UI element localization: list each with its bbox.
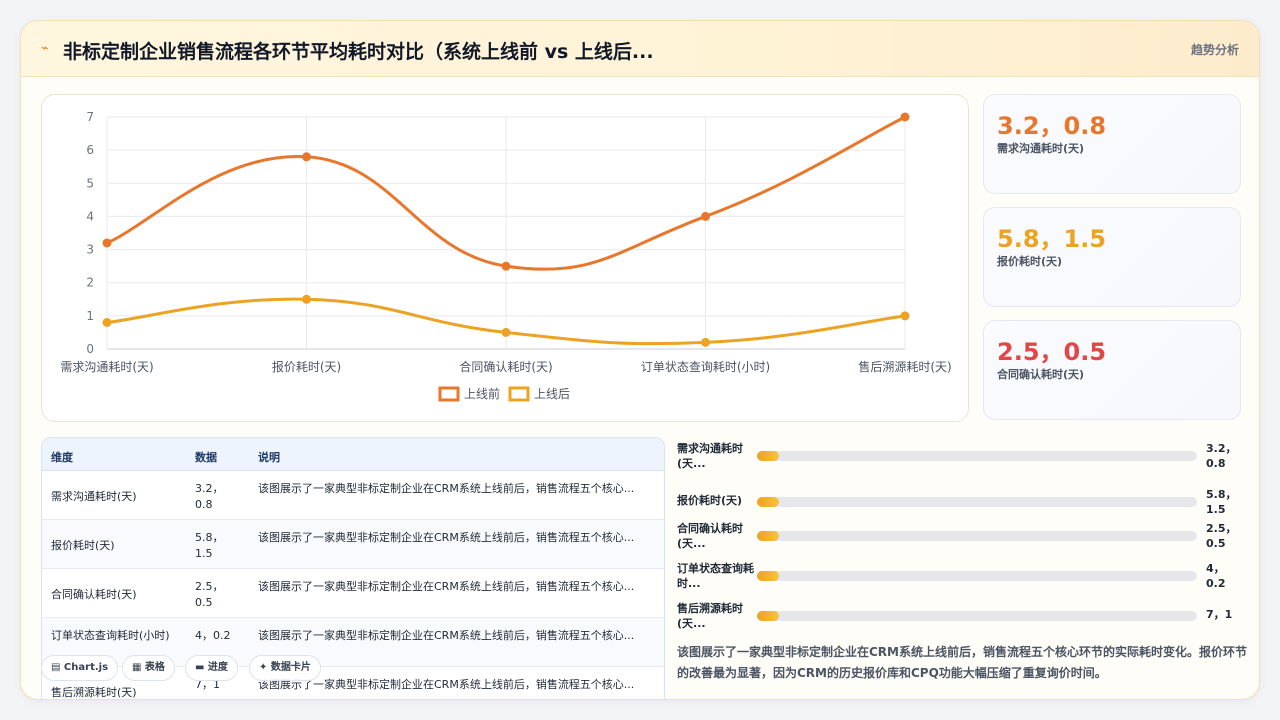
y-tick-label: 2	[86, 276, 94, 290]
kpi-value: 3.2，0.8	[997, 112, 1107, 140]
progress-fill	[757, 451, 779, 461]
column-header-data: 数据	[195, 451, 217, 464]
data-point	[701, 337, 710, 347]
y-tick-label: 0	[86, 342, 94, 356]
kpi-card-1: 3.2，0.8 需求沟通耗时(天)	[983, 94, 1241, 194]
progress-list: 需求沟通耗时(天... 3.2，0.8 报价耗时(天) 5.8，1.5 合同确认…	[675, 437, 1241, 657]
tab-table[interactable]: ▦ 表格	[122, 655, 175, 681]
data-point	[302, 152, 311, 162]
x-tick-label: 售后溯源耗时(天)	[858, 359, 951, 374]
cell-data: 4，0.2	[195, 629, 231, 642]
progress-item: 需求沟通耗时(天... 3.2，0.8	[675, 441, 1241, 477]
line-chart-panel: 0 1 2 3 4 5 6 7 需求沟通耗时(天) 报价耗时(天) 合同确认耗时(天) 订单状态查询耗…	[41, 94, 969, 422]
cell-data: 2.5，0.5	[195, 580, 224, 609]
progress-item: 报价耗时(天) 5.8，1.5	[675, 487, 1241, 523]
table-row: 合同确认耗时(天) 2.5，0.5 该图展示了一家典型非标定制企业在CRM系统上…	[42, 569, 664, 618]
trend-analysis-button[interactable]: 趋势分析	[1190, 43, 1239, 57]
y-tick-label: 6	[86, 143, 94, 157]
y-tick-label: 7	[86, 110, 94, 124]
table-header: 维度 数据 说明	[42, 438, 664, 471]
data-point	[501, 327, 511, 337]
x-tick-label: 需求沟通耗时(天)	[60, 360, 153, 374]
cell-description: 该图展示了一家典型非标定制企业在CRM系统上线前后，销售流程五个核心...	[258, 629, 635, 642]
page-title: 非标定制企业销售流程各环节平均耗时对比（系统上线前 vs 上线后...	[63, 41, 654, 63]
kpi-card-2: 5.8，1.5 报价耗时(天)	[983, 207, 1241, 307]
progress-item: 合同确认耗时(天... 2.5，0.5	[675, 521, 1241, 557]
cell-data: 7，1	[195, 678, 220, 691]
x-tick-label: 合同确认耗时(天)	[459, 359, 552, 374]
table-row: 售后溯源耗时(天) 7，1 该图展示了一家典型非标定制企业在CRM系统上线前后，…	[42, 667, 664, 699]
cell-data: 3.2，0.8	[195, 482, 224, 511]
kpi-value: 5.8，1.5	[997, 225, 1107, 253]
column-header-description: 说明	[258, 451, 280, 464]
legend-swatch	[438, 386, 460, 402]
tab-chartjs[interactable]: ▤ Chart.js	[41, 655, 119, 681]
cell-dimension: 报价耗时(天)	[51, 539, 115, 552]
progress-track	[757, 497, 1197, 507]
progress-item: 订单状态查询耗时... 4，0.2	[675, 561, 1241, 597]
progress-label: 合同确认耗时(天...	[677, 522, 743, 550]
progress-value: 2.5，0.5	[1206, 522, 1237, 550]
y-tick-label: 5	[86, 176, 94, 190]
y-tick-label: 1	[86, 309, 94, 323]
kpi-label: 合同确认耗时(天)	[997, 368, 1085, 381]
progress-fill	[757, 611, 779, 621]
series-line-1	[106, 115, 906, 271]
data-point	[501, 261, 511, 271]
progress-value: 3.2，0.8	[1206, 442, 1237, 470]
tab-data-cards[interactable]: ✦ 数据卡片	[249, 655, 321, 681]
progress-value: 5.8，1.5	[1206, 488, 1237, 516]
kpi-label: 需求沟通耗时(天)	[997, 142, 1085, 155]
progress-fill	[757, 571, 779, 581]
x-tick-label: 订单状态查询耗时(小时)	[641, 360, 770, 374]
data-table: 维度 数据 说明 需求沟通耗时(天) 3.2，0.8 该图展示了一家典型非标定制…	[41, 437, 665, 699]
kpi-value: 2.5，0.5	[997, 338, 1107, 366]
cell-dimension: 售后溯源耗时(天)	[51, 686, 137, 699]
cell-dimension: 需求沟通耗时(天)	[51, 490, 137, 503]
progress-label: 订单状态查询耗时...	[677, 562, 754, 590]
data-point	[900, 311, 910, 321]
table-row: 需求沟通耗时(天) 3.2，0.8 该图展示了一家典型非标定制企业在CRM系统上…	[42, 471, 664, 520]
kpi-card-3: 2.5，0.5 合同确认耗时(天)	[983, 320, 1241, 420]
x-tick-label: 报价耗时(天)	[272, 359, 341, 374]
data-point	[701, 211, 710, 221]
progress-label: 售后溯源耗时(天...	[677, 602, 743, 630]
progress-value: 7，1	[1206, 608, 1233, 621]
progress-label: 需求沟通耗时(天...	[677, 442, 743, 470]
legend-label: 上线前	[464, 386, 500, 401]
kpi-label: 报价耗时(天)	[997, 255, 1063, 268]
progress-fill	[757, 497, 779, 507]
y-tick-label: 3	[86, 243, 94, 257]
legend-label: 上线后	[534, 387, 570, 401]
progress-track	[757, 571, 1197, 581]
pulse-icon: ⌁	[41, 41, 49, 56]
progress-track	[757, 451, 1197, 461]
progress-track	[757, 611, 1197, 621]
header: ⌁ 非标定制企业销售流程各环节平均耗时对比（系统上线前 vs 上线后... 趋势…	[21, 21, 1259, 77]
cell-dimension: 合同确认耗时(天)	[51, 588, 137, 601]
y-tick-label: 4	[86, 209, 94, 223]
data-point	[102, 238, 112, 248]
cell-dimension: 订单状态查询耗时(小时)	[51, 629, 170, 642]
progress-item: 售后溯源耗时(天... 7，1	[675, 601, 1241, 637]
progress-fill	[757, 531, 779, 541]
cell-description: 该图展示了一家典型非标定制企业在CRM系统上线前后，销售流程五个核心...	[258, 580, 635, 593]
column-header-dimension: 维度	[51, 451, 73, 464]
cell-description: 该图展示了一家典型非标定制企业在CRM系统上线前后，销售流程五个核心...	[258, 482, 635, 495]
progress-track	[757, 531, 1197, 541]
data-point	[900, 112, 910, 122]
line-chart: 0 1 2 3 4 5 6 7 需求沟通耗时(天) 报价耗时(天) 合同确认耗时(天) 订单状态查询耗…	[60, 110, 952, 402]
dashboard-card: ⌁ 非标定制企业销售流程各环节平均耗时对比（系统上线前 vs 上线后... 趋势…	[20, 20, 1260, 700]
progress-label: 报价耗时(天)	[677, 494, 743, 507]
table-row: 报价耗时(天) 5.8，1.5 该图展示了一家典型非标定制企业在CRM系统上线前…	[42, 520, 664, 569]
progress-value: 4，0.2	[1206, 562, 1226, 590]
legend-swatch	[508, 386, 530, 402]
cell-description: 该图展示了一家典型非标定制企业在CRM系统上线前后，销售流程五个核心...	[258, 531, 635, 544]
cell-description: 该图展示了一家典型非标定制企业在CRM系统上线前后，销售流程五个核心...	[258, 678, 635, 691]
data-point	[302, 294, 311, 304]
chart-description: 该图展示了一家典型非标定制企业在CRM系统上线前后，销售流程五个核心环节的实际耗…	[677, 645, 1247, 680]
tab-progress[interactable]: ▬ 进度	[185, 655, 238, 681]
data-point	[102, 317, 112, 327]
cell-data: 5.8，1.5	[195, 531, 224, 560]
